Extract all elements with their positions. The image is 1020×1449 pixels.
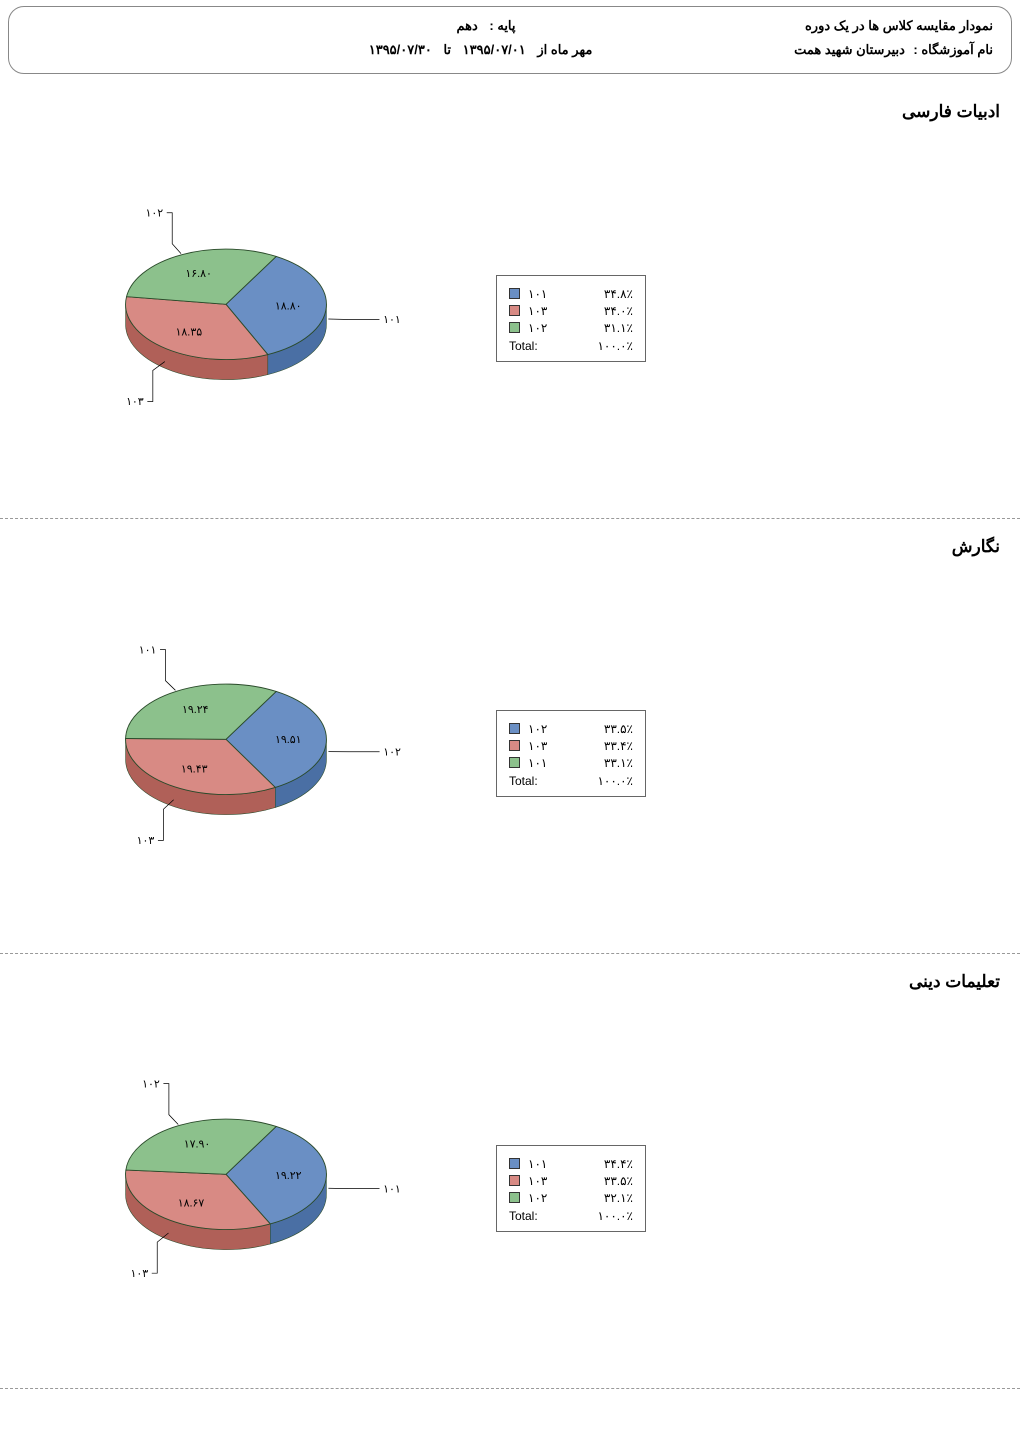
legend-total-label: Total:	[509, 1209, 538, 1223]
slice-class-label: ۱۰۳	[137, 835, 155, 847]
legend-class-label: ۱۰۱	[528, 756, 562, 770]
legend-row: ۱۰۳ ۳۴.۰٪	[509, 304, 633, 318]
legend-total-value: ۱۰۰.۰٪	[597, 339, 633, 353]
legend-class-label: ۱۰۳	[528, 304, 562, 318]
legend-class-label: ۱۰۳	[528, 739, 562, 753]
legend-total-value: ۱۰۰.۰٪	[597, 1209, 633, 1223]
slice-class-label: ۱۰۱	[383, 314, 401, 326]
legend-total-label: Total:	[509, 774, 538, 788]
chart-section: نگارش ۱۰۲ ۳۳.۵٪ ۱۰۳ ۳۳.۴٪ ۱۰۱ ۳۳.۱٪ Total: ۱۰۰.۰…	[0, 519, 1020, 954]
legend-percent: ۳۴.۰٪	[583, 304, 633, 318]
chart-legend: ۱۰۱ ۳۴.۴٪ ۱۰۳ ۳۳.۵٪ ۱۰۲ ۳۲.۱٪ Total: ۱۰۰.۰٪	[496, 1145, 646, 1232]
legend-class-label: ۱۰۲	[528, 321, 562, 335]
slice-value-label: ۱۸.۸۰	[275, 301, 302, 313]
slice-class-label: ۱۰۳	[126, 396, 144, 408]
slice-value-label: ۱۹.۲۴	[182, 704, 209, 716]
legend-total-value: ۱۰۰.۰٪	[597, 774, 633, 788]
legend-total-row: Total: ۱۰۰.۰٪	[509, 339, 633, 353]
pie-chart: ۱۸.۸۰ ۱۸.۳۵ ۱۶.۸۰ ۱۰۱ ۱۰۳ ۱۰۲	[16, 128, 436, 508]
legend-row: ۱۰۲ ۳۲.۱٪	[509, 1191, 633, 1205]
legend-swatch	[509, 305, 520, 316]
legend-class-label: ۱۰۱	[528, 287, 562, 301]
chart-legend: ۱۰۱ ۳۴.۸٪ ۱۰۳ ۳۴.۰٪ ۱۰۲ ۳۱.۱٪ Total: ۱۰۰.۰٪	[496, 275, 646, 362]
legend-percent: ۳۲.۱٪	[583, 1191, 633, 1205]
slice-class-label: ۱۰۱	[139, 644, 157, 656]
legend-total-label: Total:	[509, 339, 538, 353]
legend-class-label: ۱۰۳	[528, 1174, 562, 1188]
legend-row: ۱۰۳ ۳۳.۴٪	[509, 739, 633, 753]
legend-swatch	[509, 288, 520, 299]
main-title: نمودار مقایسه کلاس ها در یک دوره	[805, 18, 993, 33]
slice-value-label: ۱۶.۸۰	[185, 268, 212, 280]
legend-percent: ۳۴.۸٪	[583, 287, 633, 301]
slice-class-label: ۱۰۲	[383, 746, 401, 758]
legend-total-row: Total: ۱۰۰.۰٪	[509, 774, 633, 788]
period-from: ۱۳۹۵/۰۷/۰۱	[463, 42, 526, 57]
legend-percent: ۳۳.۵٪	[583, 722, 633, 736]
slice-value-label: ۱۹.۲۲	[275, 1170, 302, 1182]
legend-percent: ۳۴.۴٪	[583, 1157, 633, 1171]
slice-class-label: ۱۰۲	[142, 1078, 160, 1090]
section-title: ادبیات فارسی	[20, 102, 1000, 122]
period-label: مهر ماه از	[537, 42, 592, 57]
legend-total-row: Total: ۱۰۰.۰٪	[509, 1209, 633, 1223]
legend-class-label: ۱۰۱	[528, 1157, 562, 1171]
slice-class-label: ۱۰۱	[383, 1183, 401, 1195]
legend-class-label: ۱۰۲	[528, 722, 562, 736]
legend-swatch	[509, 322, 520, 333]
pie-chart: ۱۹.۵۱ ۱۹.۴۳ ۱۹.۲۴ ۱۰۲ ۱۰۳ ۱۰۱	[16, 563, 436, 943]
section-title: نگارش	[20, 537, 1000, 557]
pie-chart: ۱۹.۲۲ ۱۸.۶۷ ۱۷.۹۰ ۱۰۱ ۱۰۳ ۱۰۲	[16, 998, 436, 1378]
school-label: نام آموزشگاه :	[913, 42, 993, 57]
chart-legend: ۱۰۲ ۳۳.۵٪ ۱۰۳ ۳۳.۴٪ ۱۰۱ ۳۳.۱٪ Total: ۱۰۰.۰٪	[496, 710, 646, 797]
legend-swatch	[509, 740, 520, 751]
slice-class-label: ۱۰۳	[130, 1268, 148, 1280]
period-to: ۱۳۹۵/۰۷/۳۰	[369, 42, 432, 57]
legend-row: ۱۰۲ ۳۱.۱٪	[509, 321, 633, 335]
legend-row: ۱۰۲ ۳۳.۵٪	[509, 722, 633, 736]
slice-value-label: ۱۸.۳۵	[176, 326, 203, 338]
grade-value: دهم	[456, 18, 477, 33]
slice-value-label: ۱۹.۴۳	[181, 763, 208, 775]
legend-row: ۱۰۱ ۳۴.۴٪	[509, 1157, 633, 1171]
legend-percent: ۳۳.۵٪	[583, 1174, 633, 1188]
section-title: تعلیمات دینی	[20, 972, 1000, 992]
legend-swatch	[509, 757, 520, 768]
report-header: نمودار مقایسه کلاس ها در یک دوره پایه : …	[8, 6, 1012, 74]
legend-percent: ۳۳.۱٪	[583, 756, 633, 770]
period-to-word: تا	[443, 42, 451, 57]
legend-row: ۱۰۱ ۳۴.۸٪	[509, 287, 633, 301]
slice-value-label: ۱۸.۶۷	[178, 1197, 205, 1209]
slice-class-label: ۱۰۲	[145, 207, 163, 219]
legend-row: ۱۰۱ ۳۳.۱٪	[509, 756, 633, 770]
legend-percent: ۳۳.۴٪	[583, 739, 633, 753]
chart-section: تعلیمات دینی ۱۰۱ ۳۴.۴٪ ۱۰۳ ۳۳.۵٪ ۱۰۲ ۳۲.۱٪ Tota…	[0, 954, 1020, 1389]
legend-swatch	[509, 1158, 520, 1169]
legend-swatch	[509, 723, 520, 734]
legend-swatch	[509, 1192, 520, 1203]
grade-label: پایه :	[489, 18, 515, 33]
school-value: دبیرستان شهید همت	[794, 42, 905, 57]
legend-swatch	[509, 1175, 520, 1186]
legend-class-label: ۱۰۲	[528, 1191, 562, 1205]
slice-value-label: ۱۹.۵۱	[275, 734, 302, 746]
legend-percent: ۳۱.۱٪	[583, 321, 633, 335]
chart-section: ادبیات فارسی ۱۰۱ ۳۴.۸٪ ۱۰۳ ۳۴.۰٪ ۱۰۲ ۳۱.۱٪ Tota…	[0, 84, 1020, 519]
slice-value-label: ۱۷.۹۰	[184, 1139, 211, 1151]
legend-row: ۱۰۳ ۳۳.۵٪	[509, 1174, 633, 1188]
